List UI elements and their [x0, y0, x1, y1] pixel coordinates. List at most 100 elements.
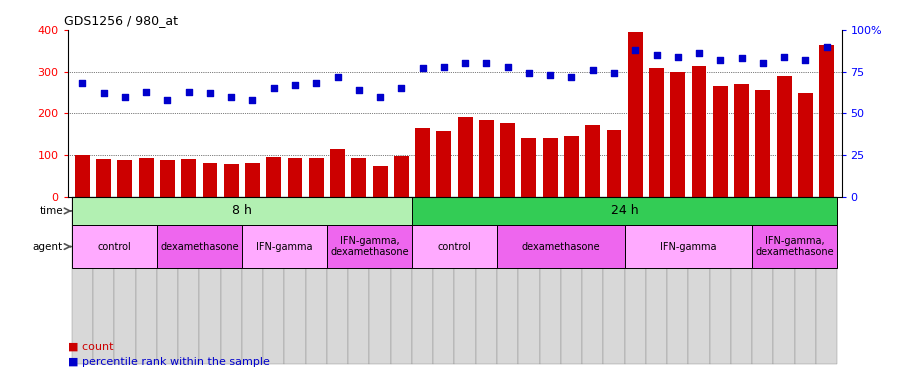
FancyBboxPatch shape — [646, 197, 667, 364]
FancyBboxPatch shape — [476, 197, 497, 364]
Bar — [497, 225, 625, 268]
FancyBboxPatch shape — [242, 197, 263, 364]
Point — [819, 44, 833, 50]
Point — [394, 86, 409, 92]
Bar — [585, 125, 600, 197]
Bar — [777, 76, 791, 197]
Point — [692, 50, 706, 56]
Point — [607, 70, 621, 76]
Bar — [436, 131, 451, 197]
Point — [713, 57, 727, 63]
Text: control: control — [437, 242, 472, 252]
FancyBboxPatch shape — [667, 197, 688, 364]
Point — [436, 64, 451, 70]
Point — [458, 60, 473, 66]
Bar — [521, 138, 536, 197]
FancyBboxPatch shape — [348, 197, 369, 364]
Bar — [157, 225, 242, 268]
Bar — [181, 159, 196, 197]
Point — [266, 86, 281, 92]
FancyBboxPatch shape — [561, 197, 582, 364]
Text: agent: agent — [33, 242, 63, 252]
Bar — [755, 90, 770, 197]
Text: GDS1256 / 980_at: GDS1256 / 980_at — [64, 15, 177, 27]
Text: 24 h: 24 h — [611, 204, 638, 218]
Point — [756, 60, 770, 66]
Bar — [351, 159, 366, 197]
Bar — [160, 160, 175, 197]
Bar — [373, 166, 388, 197]
Point — [543, 72, 557, 78]
FancyBboxPatch shape — [369, 197, 391, 364]
Bar — [224, 164, 238, 197]
Point — [160, 97, 175, 103]
FancyBboxPatch shape — [731, 197, 752, 364]
Text: dexamethasone: dexamethasone — [521, 242, 600, 252]
Bar — [543, 138, 558, 197]
Bar — [479, 120, 494, 197]
FancyBboxPatch shape — [263, 197, 284, 364]
Bar — [288, 158, 302, 197]
Bar — [564, 136, 579, 197]
Bar — [330, 149, 345, 197]
Point — [96, 90, 111, 96]
FancyBboxPatch shape — [433, 197, 454, 364]
Point — [586, 67, 600, 73]
FancyBboxPatch shape — [710, 197, 731, 364]
Point — [182, 89, 196, 95]
FancyBboxPatch shape — [412, 197, 433, 364]
Point — [139, 89, 153, 95]
Bar — [713, 86, 728, 197]
Bar — [327, 225, 412, 268]
Point — [76, 80, 90, 86]
Text: ■ count: ■ count — [68, 342, 113, 352]
FancyBboxPatch shape — [454, 197, 476, 364]
Text: IFN-gamma: IFN-gamma — [256, 242, 312, 252]
FancyBboxPatch shape — [603, 197, 625, 364]
FancyBboxPatch shape — [773, 197, 795, 364]
Bar — [118, 160, 132, 197]
FancyBboxPatch shape — [625, 197, 646, 364]
Bar — [798, 93, 813, 197]
Bar — [458, 117, 473, 197]
Text: IFN-gamma: IFN-gamma — [661, 242, 716, 252]
Point — [798, 57, 813, 63]
Bar — [819, 45, 834, 197]
FancyBboxPatch shape — [518, 197, 540, 364]
Point — [628, 47, 643, 53]
Bar — [242, 225, 327, 268]
FancyBboxPatch shape — [284, 197, 306, 364]
Bar — [72, 225, 157, 268]
Bar — [649, 68, 664, 197]
Point — [522, 70, 536, 76]
FancyBboxPatch shape — [72, 197, 93, 364]
Bar — [72, 197, 412, 225]
Point — [670, 54, 685, 60]
FancyBboxPatch shape — [136, 197, 157, 364]
Point — [373, 94, 387, 100]
Text: control: control — [97, 242, 131, 252]
Bar — [500, 123, 515, 197]
Point — [309, 80, 323, 86]
Bar — [96, 159, 111, 197]
Bar — [415, 128, 430, 197]
FancyBboxPatch shape — [752, 197, 773, 364]
Point — [649, 52, 663, 58]
Bar — [309, 159, 324, 197]
Point — [564, 74, 579, 80]
Bar — [691, 66, 707, 197]
Bar — [75, 155, 90, 197]
Point — [416, 65, 430, 71]
Bar — [734, 84, 749, 197]
Point — [734, 56, 749, 62]
Text: 8 h: 8 h — [232, 204, 252, 218]
Bar — [266, 157, 281, 197]
Point — [118, 94, 132, 100]
Bar — [625, 225, 752, 268]
FancyBboxPatch shape — [795, 197, 816, 364]
Bar — [245, 163, 260, 197]
FancyBboxPatch shape — [391, 197, 412, 364]
FancyBboxPatch shape — [306, 197, 327, 364]
FancyBboxPatch shape — [540, 197, 561, 364]
Bar — [607, 130, 621, 197]
